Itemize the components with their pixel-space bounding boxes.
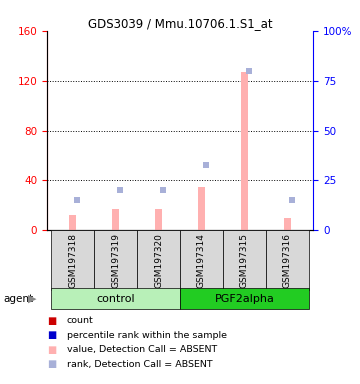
Text: rank, Detection Call = ABSENT: rank, Detection Call = ABSENT bbox=[67, 360, 212, 369]
Text: GSM197318: GSM197318 bbox=[68, 233, 77, 288]
Text: count: count bbox=[67, 316, 93, 325]
Text: ■: ■ bbox=[47, 359, 56, 369]
Text: GSM197314: GSM197314 bbox=[197, 233, 206, 288]
Text: ■: ■ bbox=[47, 330, 56, 340]
Text: agent: agent bbox=[4, 294, 34, 304]
Bar bbox=[180, 230, 223, 290]
Text: PGF2alpha: PGF2alpha bbox=[215, 293, 274, 304]
Text: ■: ■ bbox=[47, 345, 56, 355]
Text: GSM197319: GSM197319 bbox=[111, 233, 120, 288]
Bar bbox=[94, 230, 137, 290]
Text: GSM197316: GSM197316 bbox=[283, 233, 292, 288]
Bar bbox=[284, 218, 291, 230]
Text: ▶: ▶ bbox=[28, 294, 36, 304]
Bar bbox=[51, 230, 94, 290]
Text: value, Detection Call = ABSENT: value, Detection Call = ABSENT bbox=[67, 345, 217, 354]
Text: ■: ■ bbox=[47, 316, 56, 326]
Bar bbox=[180, 288, 309, 309]
Text: percentile rank within the sample: percentile rank within the sample bbox=[67, 331, 226, 340]
Bar bbox=[240, 72, 248, 230]
Bar bbox=[69, 215, 76, 230]
Bar bbox=[51, 288, 180, 309]
Text: control: control bbox=[96, 293, 135, 304]
Text: GSM197320: GSM197320 bbox=[154, 233, 163, 288]
Text: GSM197315: GSM197315 bbox=[240, 233, 249, 288]
Bar bbox=[266, 230, 309, 290]
Bar bbox=[137, 230, 180, 290]
Bar bbox=[223, 230, 266, 290]
Bar bbox=[198, 187, 205, 230]
Bar bbox=[155, 209, 162, 230]
Bar bbox=[112, 209, 120, 230]
Title: GDS3039 / Mmu.10706.1.S1_at: GDS3039 / Mmu.10706.1.S1_at bbox=[88, 17, 272, 30]
